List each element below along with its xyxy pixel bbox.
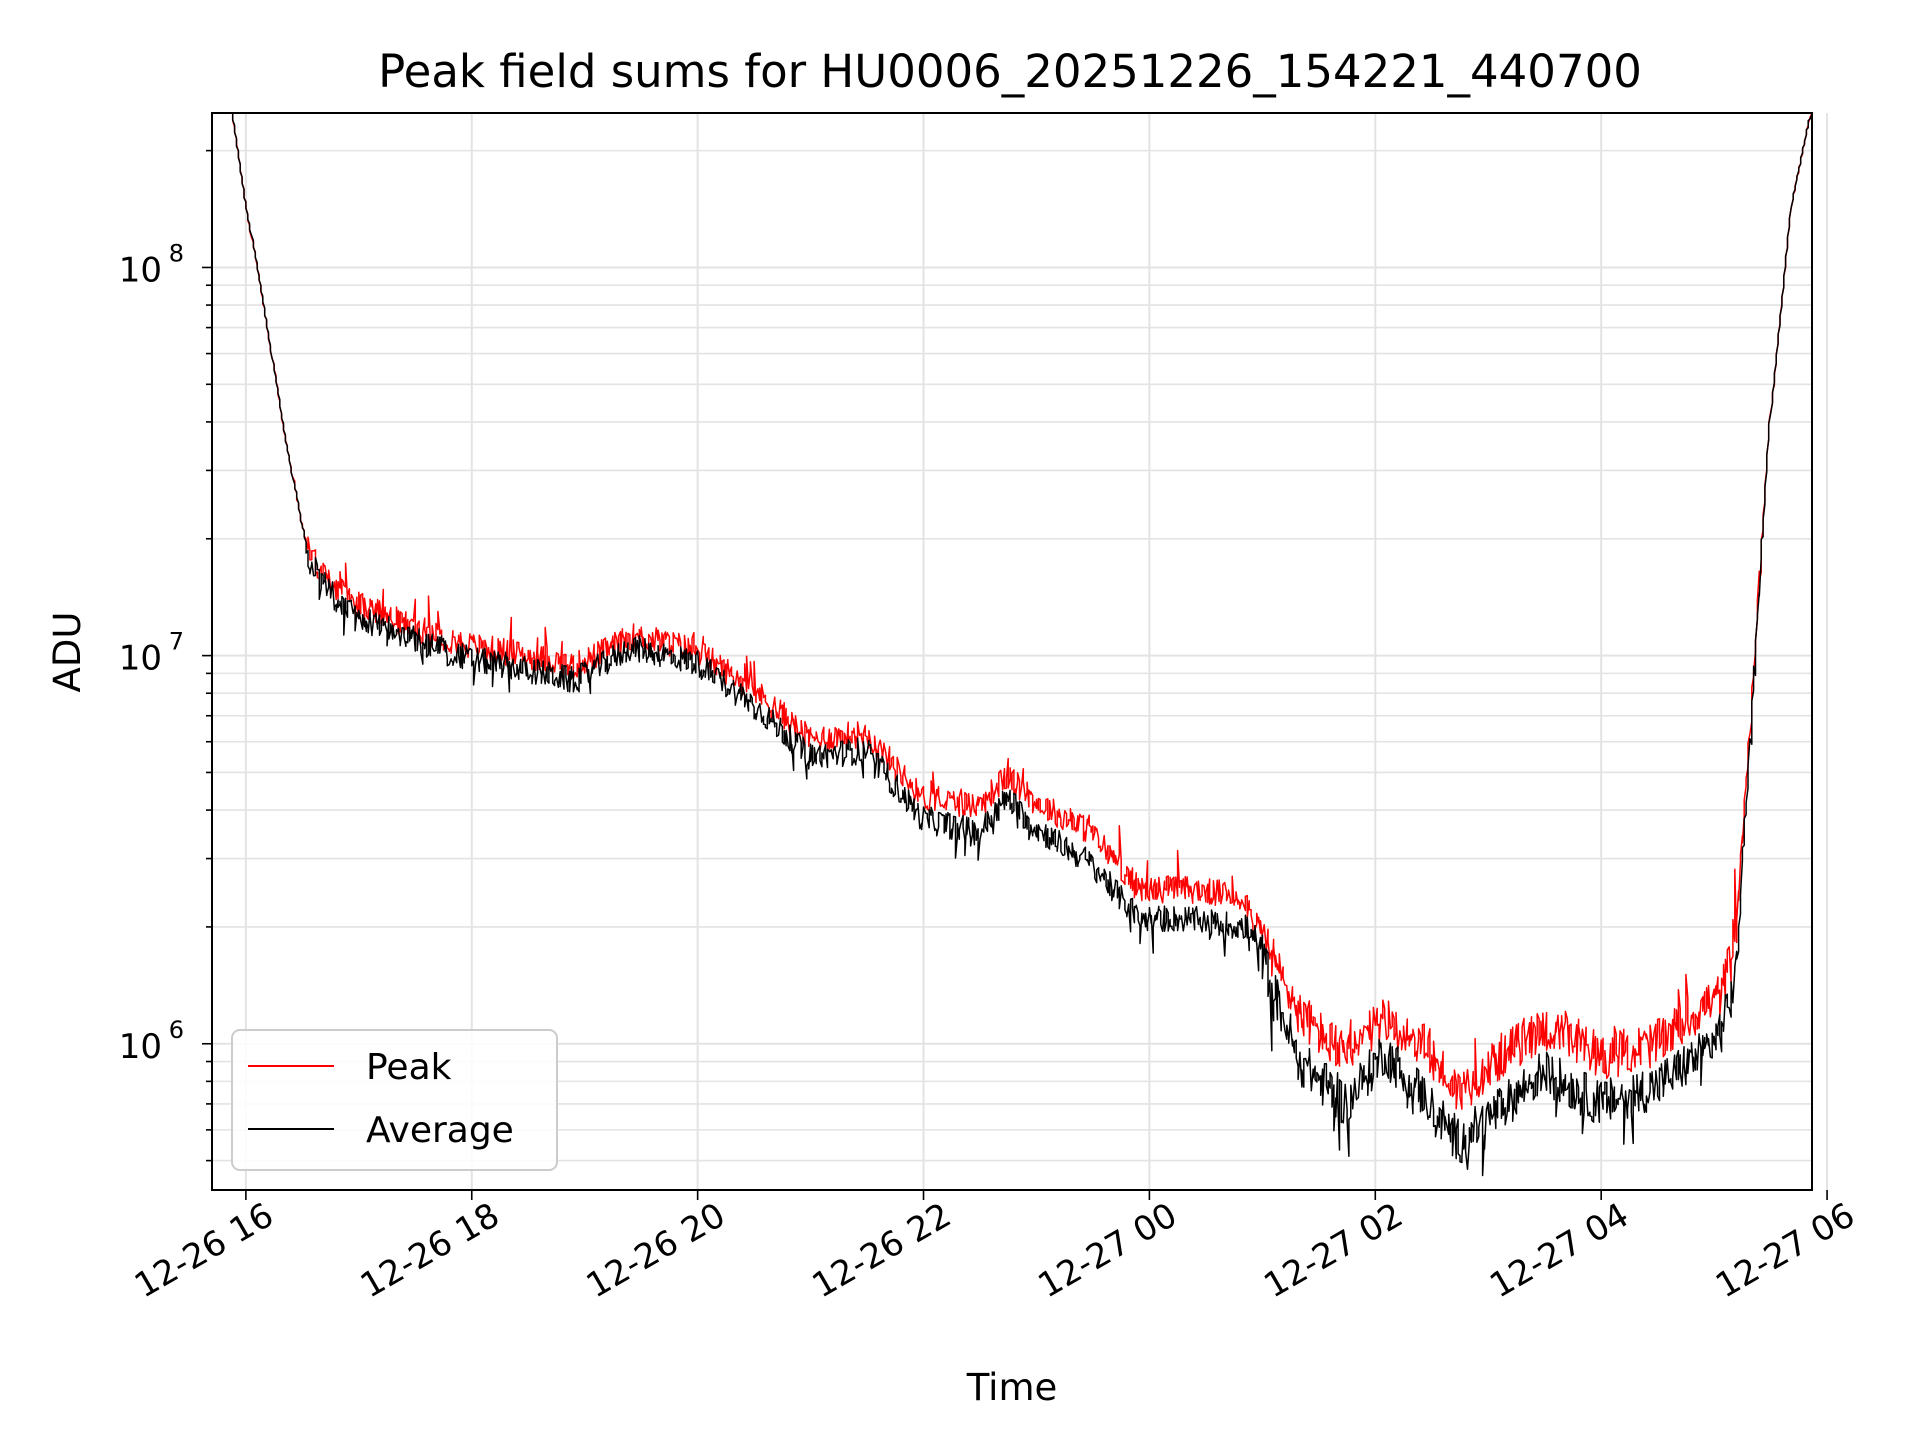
chart-title: Peak field sums for HU0006_20251226_1542… — [378, 45, 1642, 98]
legend: Peak Average — [231, 1029, 558, 1171]
series-line-average — [231, 113, 1813, 1177]
series-group — [231, 112, 1813, 1177]
plot-frame — [211, 112, 1813, 1191]
y-tick-exponent: 8 — [169, 239, 184, 267]
y-tick-exponent: 7 — [169, 628, 184, 656]
y-tick-label: 10 — [119, 1027, 162, 1067]
y-tick-label: 10 — [119, 250, 162, 290]
y-axis-label: ADU — [46, 612, 89, 693]
legend-label-peak: Peak — [366, 1047, 452, 1088]
x-axis-label: Time — [966, 1366, 1058, 1409]
series-line-peak — [231, 112, 1813, 1110]
y-tick-exponent: 6 — [169, 1016, 184, 1044]
y-tick-label: 10 — [119, 639, 162, 679]
legend-label-average: Average — [366, 1110, 514, 1151]
